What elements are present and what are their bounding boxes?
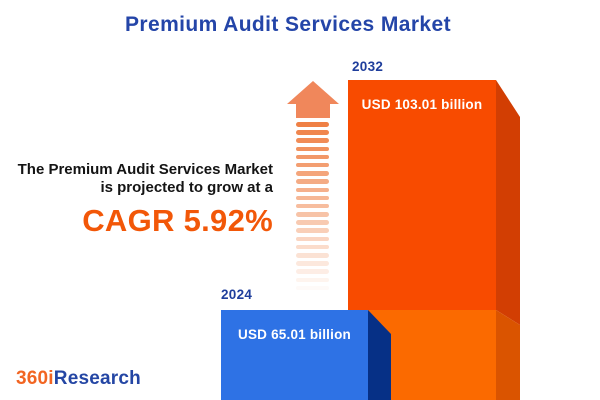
arrow-stripe bbox=[296, 154, 329, 160]
arrow-stripe bbox=[296, 187, 329, 192]
arrow-stripe bbox=[296, 138, 329, 143]
bar-2024 bbox=[221, 310, 391, 400]
bar-2024-year-label: 2024 bbox=[221, 287, 253, 302]
arrow-stripe bbox=[296, 171, 329, 176]
arrow-stripe bbox=[296, 228, 329, 233]
bar-2032-side-upper bbox=[496, 80, 520, 325]
brand-logo-360i: 360i bbox=[16, 368, 54, 389]
page-title: Premium Audit Services Market bbox=[125, 13, 451, 36]
arrow-stripes bbox=[296, 122, 329, 294]
arrow-stripe bbox=[296, 261, 329, 266]
arrow-stripe bbox=[296, 212, 329, 217]
headline-line-1: The Premium Audit Services Market bbox=[17, 161, 273, 178]
bar-2032-side-lower bbox=[496, 310, 520, 400]
brand-logo-research: Research bbox=[53, 368, 141, 389]
bar-2024-front bbox=[221, 310, 368, 400]
bar-2032-value-label: USD 103.01 billion bbox=[361, 97, 483, 112]
arrow-stripe bbox=[296, 130, 329, 135]
brand-logo: 360iResearch bbox=[16, 368, 141, 390]
cagr-value: CAGR 5.92% bbox=[82, 203, 273, 238]
arrow-stripe bbox=[296, 277, 329, 283]
headline-line-2: is projected to grow at a bbox=[100, 178, 273, 196]
growth-arrow-head-icon bbox=[287, 81, 339, 118]
arrow-stripe bbox=[296, 162, 329, 168]
arrow-stripe bbox=[296, 179, 329, 184]
arrow-stripe bbox=[296, 220, 329, 225]
headline-block: The Premium Audit Services Market is pro… bbox=[0, 161, 273, 239]
arrow-stripe bbox=[296, 285, 329, 291]
bar-2024-side bbox=[368, 310, 391, 400]
arrow-stripe bbox=[296, 236, 329, 242]
arrow-stripe bbox=[296, 122, 329, 127]
arrow-stripe bbox=[296, 269, 329, 274]
bar-2024-value-label: USD 65.01 billion bbox=[238, 327, 351, 342]
arrow-stripe bbox=[296, 146, 329, 152]
bar-2032-year-label: 2032 bbox=[352, 59, 384, 74]
arrow-stripe bbox=[296, 244, 329, 250]
bar-2032-front-upper bbox=[348, 80, 496, 310]
arrow-stripe bbox=[296, 203, 329, 209]
arrow-stripe bbox=[296, 195, 329, 201]
arrow-stripe bbox=[296, 253, 329, 258]
